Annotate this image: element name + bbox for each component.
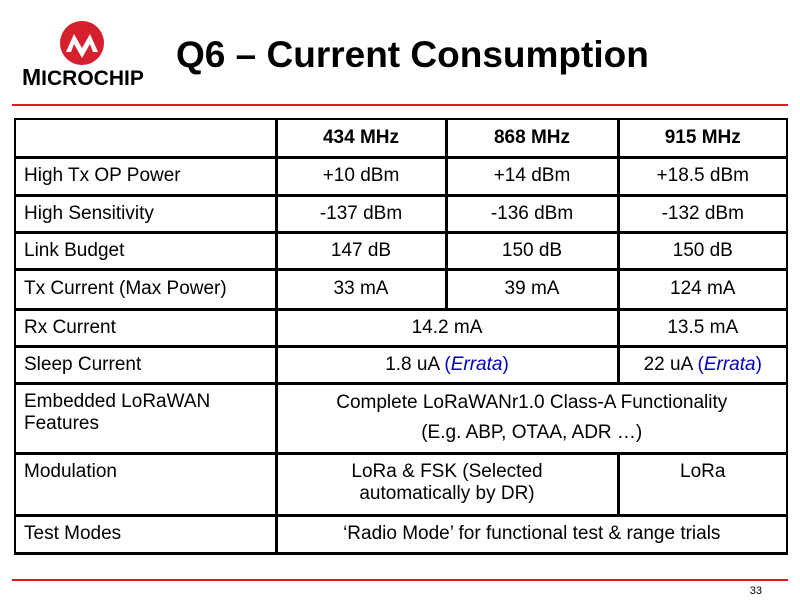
cell-tx-current-434: 33 mA (275, 268, 448, 310)
table-header-row: 434 MHz 868 MHz 915 MHz (14, 118, 788, 158)
table-row: High Tx OP Power +10 dBm +14 dBm +18.5 d… (14, 156, 788, 196)
header-915mhz: 915 MHz (617, 118, 788, 158)
table-row: Test Modes ‘Radio Mode’ for functional t… (14, 514, 788, 554)
spec-table: 434 MHz 868 MHz 915 MHz High Tx OP Power… (14, 118, 788, 555)
row-label-embedded-features: Embedded LoRaWAN Features (14, 382, 278, 454)
title-divider (12, 104, 788, 106)
header-blank (14, 118, 278, 158)
microchip-logo-icon (60, 21, 104, 65)
table-row: Tx Current (Max Power) 33 mA 39 mA 124 m… (14, 268, 788, 310)
cell-high-sens-868: -136 dBm (445, 194, 620, 233)
embedded-features-line1: Complete LoRaWANr1.0 Class-A Functionali… (336, 392, 728, 413)
cell-sleep-current-434-868: 1.8 uA (Errata) (275, 345, 620, 384)
row-label-high-tx: High Tx OP Power (14, 156, 278, 196)
cell-link-budget-434: 147 dB (275, 231, 448, 270)
sleep-current-value: 22 uA (643, 353, 698, 375)
logo-wordmark: MICROCHIP (22, 64, 148, 91)
cell-high-sens-915: -132 dBm (617, 194, 788, 233)
table-row: Modulation LoRa & FSK (Selected automati… (14, 452, 788, 516)
cell-rx-current-915: 13.5 mA (617, 308, 788, 347)
cell-sleep-current-915: 22 uA (Errata) (617, 345, 788, 384)
table-row: Rx Current 14.2 mA 13.5 mA (14, 308, 788, 347)
sleep-current-value: 1.8 uA (385, 353, 445, 375)
row-label-sleep-current: Sleep Current (14, 345, 278, 384)
cell-modulation-915: LoRa (617, 452, 788, 516)
errata-paren-open: ( (444, 353, 451, 375)
cell-modulation-434-868: LoRa & FSK (Selected automatically by DR… (275, 452, 620, 516)
cell-tx-current-868: 39 mA (445, 268, 620, 310)
row-label-modulation: Modulation (14, 452, 278, 516)
table-row: Link Budget 147 dB 150 dB 150 dB (14, 231, 788, 270)
table-row: High Sensitivity -137 dBm -136 dBm -132 … (14, 194, 788, 233)
cell-rx-current-434-868: 14.2 mA (275, 308, 620, 347)
cell-embedded-features: Complete LoRaWANr1.0 Class-A Functionali… (275, 382, 788, 454)
row-label-tx-current: Tx Current (Max Power) (14, 268, 278, 310)
row-label-test-modes: Test Modes (14, 514, 278, 554)
slide-title: Q6 – Current Consumption (176, 34, 649, 75)
cell-link-budget-915: 150 dB (617, 231, 788, 270)
cell-high-sens-434: -137 dBm (275, 194, 448, 233)
embedded-features-line2: (E.g. ABP, OTAA, ADR …) (421, 422, 643, 443)
cell-test-modes: ‘Radio Mode’ for functional test & range… (275, 514, 788, 554)
page-number: 33 (749, 585, 762, 597)
logo-wordmark-rest: ICROCHIP (41, 67, 144, 90)
table-row: Sleep Current 1.8 uA (Errata) 22 uA (Err… (14, 345, 788, 384)
cell-tx-current-915: 124 mA (617, 268, 788, 310)
cell-link-budget-868: 150 dB (445, 231, 620, 270)
microchip-logo: MICROCHIP (22, 20, 148, 90)
cell-high-tx-868: +14 dBm (445, 156, 620, 196)
row-label-link-budget: Link Budget (14, 231, 278, 270)
row-label-rx-current: Rx Current (14, 308, 278, 347)
errata-paren-close: ) (755, 353, 762, 375)
errata-note: Errata (703, 353, 756, 375)
cell-high-tx-915: +18.5 dBm (617, 156, 788, 196)
header-434mhz: 434 MHz (275, 118, 448, 158)
errata-note: Errata (450, 353, 503, 375)
table-row: Embedded LoRaWAN Features Complete LoRaW… (14, 382, 788, 454)
row-label-high-sensitivity: High Sensitivity (14, 194, 278, 233)
errata-paren-close: ) (502, 353, 509, 375)
logo-wordmark-initial: M (22, 64, 42, 90)
errata-paren-open: ( (697, 353, 704, 375)
header-868mhz: 868 MHz (445, 118, 620, 158)
cell-high-tx-434: +10 dBm (275, 156, 448, 196)
footer-divider (12, 579, 788, 581)
